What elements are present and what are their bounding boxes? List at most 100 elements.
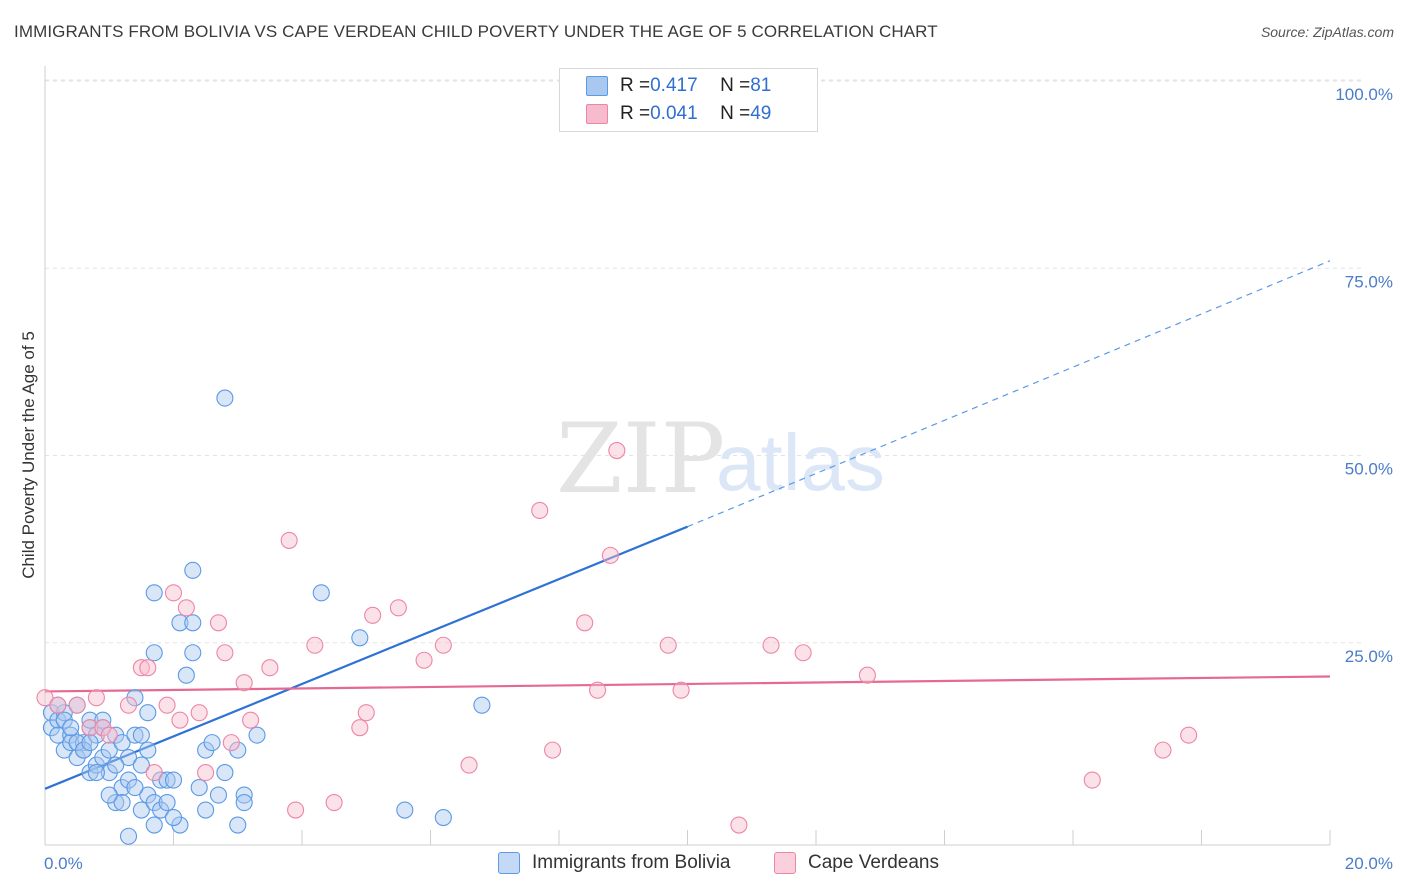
cape-verdean-point	[190, 704, 208, 722]
bolivia-point	[351, 629, 369, 647]
bottom-legend-label: Cape Verdeans	[808, 852, 939, 873]
cape-verdean-point	[158, 696, 176, 714]
cape-verdean-point	[364, 606, 382, 624]
bolivia-point	[81, 734, 99, 752]
bolivia-point	[113, 793, 131, 812]
legend-r-value: 0.417	[650, 75, 698, 96]
legend-box: R = 0.417 N = 81 R = 0.041 N = 49	[559, 68, 818, 132]
bolivia-point	[132, 801, 150, 819]
bolivia-point	[49, 726, 67, 744]
bolivia-point	[434, 808, 452, 827]
cape-verdean-point	[306, 636, 324, 654]
grid-lines	[45, 79, 1365, 644]
bolivia-point	[229, 816, 247, 834]
bolivia-point	[203, 734, 221, 752]
axes	[44, 66, 1331, 846]
y-axis-label: Child Poverty Under the Age of 5	[19, 331, 38, 579]
tick-labels: 25.0% 50.0% 75.0% 100.0% 0.0% 20.0%	[44, 85, 1393, 873]
cape-verdean-point	[235, 674, 253, 692]
cape-verdean-point	[531, 501, 549, 519]
cape-verdean-point	[544, 741, 562, 759]
cape-verdean-point	[762, 636, 780, 654]
cape-verdean-point	[601, 546, 619, 564]
legend-row-cape-verdeans: R = 0.041 N = 49	[586, 101, 771, 127]
cape-verdean-point	[351, 719, 369, 737]
cape-verdean-point	[197, 764, 215, 782]
bolivia-point	[197, 801, 215, 819]
cape-verdean-point	[171, 711, 189, 729]
cape-verdean-point	[389, 599, 407, 617]
cape-verdean-point	[287, 801, 305, 819]
bolivia-point	[171, 614, 189, 632]
bolivia-point	[190, 779, 208, 797]
cape-verdean-point	[222, 734, 240, 752]
bolivia-point	[145, 644, 163, 662]
y-tick-label: 50.0%	[1345, 460, 1393, 479]
cape-verdean-point	[242, 711, 260, 729]
legend-n-label: N =	[720, 103, 751, 124]
y-tick-label: 100.0%	[1335, 85, 1393, 104]
bottom-legend-cape-verdeans[interactable]: Cape Verdeans	[774, 852, 939, 874]
trend-line-bolivia	[44, 525, 688, 790]
trend-line-cape-verdeans	[44, 675, 1331, 693]
cape-verdean-point	[49, 696, 67, 714]
bolivia-point	[164, 808, 183, 827]
cape-verdean-point	[588, 681, 607, 699]
bolivia-point	[312, 584, 330, 602]
bolivia-point	[132, 726, 150, 744]
bolivia-point	[119, 749, 138, 767]
watermark-zip: ZIP	[556, 403, 725, 515]
bolivia-point	[248, 726, 266, 744]
bolivia-point	[145, 816, 163, 834]
watermark-atlas: atlas	[716, 418, 885, 507]
chart-title: IMMIGRANTS FROM BOLIVIA VS CAPE VERDEAN …	[14, 22, 938, 41]
legend-swatch-bolivia	[586, 76, 608, 96]
bolivia-point	[235, 793, 253, 812]
bolivia-point	[107, 756, 125, 774]
bolivia-point	[100, 741, 118, 759]
cape-verdean-point	[1083, 771, 1101, 789]
cape-verdean-point	[68, 696, 86, 714]
bolivia-point	[396, 801, 414, 819]
legend-row-bolivia: R = 0.417 N = 81	[586, 73, 771, 99]
bottom-legend-swatch-bolivia	[498, 852, 520, 874]
bolivia-point	[119, 827, 138, 845]
cape-verdean-point	[1154, 741, 1172, 759]
cape-verdean-point	[608, 441, 626, 460]
cape-verdean-point	[434, 636, 452, 654]
bottom-legend-swatch-cape-verdeans	[774, 852, 796, 874]
cape-verdean-point	[261, 659, 279, 677]
bolivia-point	[158, 793, 176, 812]
cape-verdean-point	[209, 614, 228, 632]
y-tick-label: 25.0%	[1345, 647, 1393, 666]
bolivia-point	[139, 704, 157, 722]
cape-verdean-point	[280, 531, 298, 549]
bottom-legend: Immigrants from Bolivia Cape Verdeans	[0, 852, 1406, 876]
cape-verdean-point	[119, 696, 138, 714]
bolivia-point	[209, 786, 228, 804]
bolivia-point	[158, 771, 176, 789]
bolivia-point	[473, 696, 491, 714]
bottom-legend-bolivia[interactable]: Immigrants from Bolivia	[498, 852, 731, 874]
bolivia-point	[87, 764, 105, 782]
legend-n-value: 81	[750, 75, 772, 96]
legend-n-value: 49	[750, 103, 772, 124]
trend-line-bolivia-extension	[687, 260, 1331, 528]
cape-verdean-point	[730, 816, 748, 834]
trend-lines	[44, 260, 1331, 790]
cape-verdean-point	[216, 644, 234, 662]
x-tick-label: 0.0%	[44, 854, 83, 873]
cape-verdean-point	[164, 584, 183, 602]
cape-verdean-point	[36, 689, 54, 707]
bolivia-point	[132, 756, 150, 774]
cape-verdean-point	[858, 666, 876, 684]
cape-verdean-point	[139, 659, 157, 677]
legend-r-label: R =	[620, 75, 651, 96]
bolivia-point	[164, 771, 183, 789]
bolivia-point	[184, 614, 202, 632]
bolivia-point	[62, 719, 80, 737]
bolivia-point	[126, 779, 144, 797]
legend-n-label: N =	[720, 75, 751, 96]
cape-verdean-point	[100, 726, 118, 744]
